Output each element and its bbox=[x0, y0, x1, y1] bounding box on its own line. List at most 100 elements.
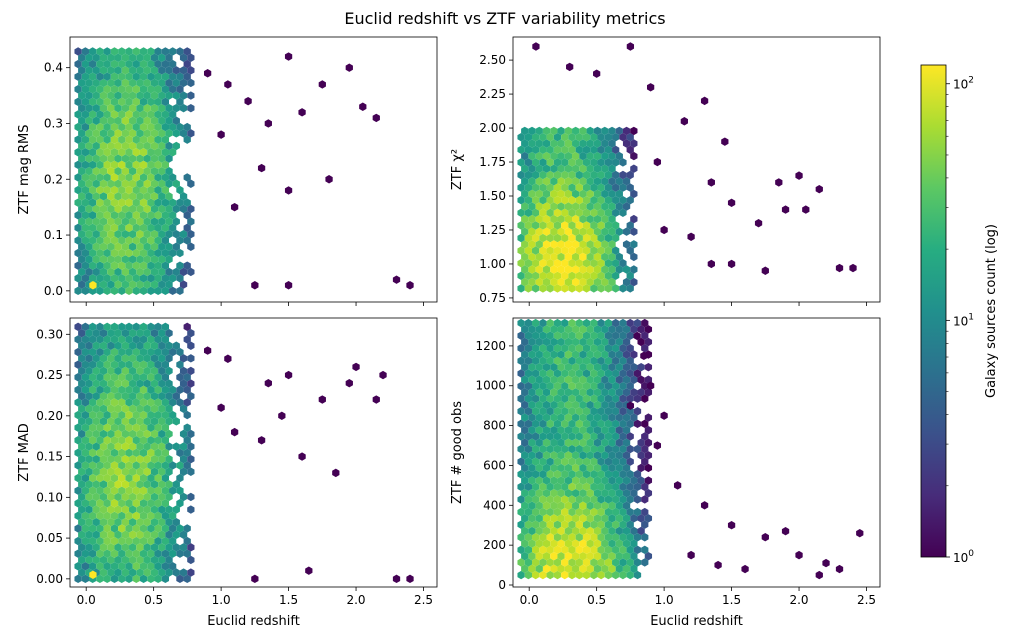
y-tick-label: 800 bbox=[483, 419, 506, 433]
hexbin-cell bbox=[78, 505, 86, 514]
hexbin-cell bbox=[532, 133, 540, 142]
hexbin-cell bbox=[125, 436, 133, 445]
hexbin-cell bbox=[136, 517, 144, 527]
hexbin-cell bbox=[110, 135, 119, 144]
hexbin-cell bbox=[622, 325, 631, 334]
hexbin-cell bbox=[161, 486, 170, 495]
hexbin-cell bbox=[575, 432, 583, 441]
hexbin-cell bbox=[572, 526, 580, 536]
hexbin-cell bbox=[81, 360, 90, 369]
hexbin-cell bbox=[535, 451, 543, 460]
hexbin-cell bbox=[590, 208, 598, 218]
hexbin-cell bbox=[601, 265, 609, 274]
hexbin-cell bbox=[546, 196, 554, 205]
y-tick-label: 0.3 bbox=[44, 116, 63, 130]
hexbin-cell bbox=[107, 141, 115, 151]
hexbin-cell bbox=[608, 177, 616, 186]
hexbin-cell bbox=[179, 229, 188, 239]
hexbin-cell bbox=[546, 158, 554, 167]
hexbin-cell bbox=[608, 240, 616, 249]
hexbin-cell bbox=[568, 482, 576, 492]
hexbin-cell bbox=[604, 170, 613, 180]
hexbin-cell bbox=[550, 425, 558, 435]
hexbin-cell bbox=[136, 379, 144, 388]
hexbin-cell bbox=[121, 154, 130, 163]
hexbin-cell bbox=[78, 179, 86, 188]
hexbin-cell bbox=[139, 360, 148, 369]
hexbin-cell bbox=[615, 325, 623, 334]
hexbin-cell bbox=[183, 211, 191, 220]
hexbin-cell bbox=[99, 568, 108, 577]
hexbin-cell bbox=[176, 236, 184, 245]
hexbin-cell bbox=[85, 103, 93, 113]
y-tick-label: 0.05 bbox=[36, 531, 63, 545]
hexbin-cell bbox=[74, 385, 82, 395]
hexbin-cell bbox=[147, 536, 155, 546]
hexbin-cell bbox=[586, 214, 594, 224]
hexbin-cell bbox=[608, 227, 616, 236]
hexbin-cell bbox=[121, 116, 130, 125]
hexbin-cell bbox=[129, 204, 137, 214]
hexbin-cell bbox=[539, 495, 547, 504]
hexbin-cell bbox=[626, 133, 634, 142]
hexbin-cell bbox=[542, 551, 551, 561]
hexbin-cell bbox=[546, 221, 554, 230]
hexbin-cell bbox=[161, 335, 170, 344]
hexbin-cell bbox=[114, 116, 122, 125]
hexbin-cell bbox=[99, 204, 108, 214]
hexbin-cell bbox=[92, 555, 100, 565]
hexbin-cell bbox=[597, 233, 605, 243]
hexbin-cell bbox=[74, 398, 82, 407]
hexbin-cell bbox=[582, 482, 591, 492]
hexbin-cell bbox=[612, 394, 620, 403]
hexbin-cell bbox=[74, 59, 82, 69]
hexbin-cell bbox=[78, 255, 86, 264]
hexbin-cell bbox=[546, 318, 554, 328]
hexbin-cell bbox=[542, 337, 551, 347]
hexbin-cell bbox=[564, 425, 573, 435]
hexbin-cell bbox=[557, 476, 565, 485]
hexbin-cell bbox=[89, 398, 97, 407]
hexbin-cell bbox=[118, 499, 126, 508]
hexbin-cell bbox=[622, 451, 631, 460]
hexbin-cell bbox=[601, 463, 609, 473]
hexbin-cell bbox=[158, 442, 166, 451]
hexbin-cell bbox=[557, 139, 565, 148]
hexbin-cell bbox=[147, 322, 155, 332]
hexbin-cell bbox=[535, 164, 543, 173]
hexbin-cell bbox=[517, 507, 525, 517]
hexbin-cell bbox=[154, 274, 162, 283]
hexbin-cell bbox=[107, 543, 115, 552]
hexbin-cell bbox=[154, 122, 162, 132]
hexbin-cell bbox=[183, 448, 191, 458]
hexbin-cell bbox=[169, 173, 177, 182]
hexbin-cell bbox=[89, 423, 97, 432]
hexbin-cell bbox=[176, 286, 184, 296]
hexbin-cell bbox=[528, 325, 536, 334]
hexbin-cell bbox=[89, 524, 97, 533]
hexbin-cell bbox=[143, 66, 151, 75]
hexbin-cell bbox=[96, 122, 104, 132]
hexbin-cell bbox=[601, 350, 609, 359]
hexbin-cell bbox=[78, 91, 86, 100]
y-tick-label: 0.4 bbox=[44, 61, 63, 75]
hexbin-cell bbox=[601, 214, 609, 224]
hexbin-cell bbox=[597, 407, 605, 416]
hexbin-cell bbox=[147, 524, 155, 533]
hexbin-cell bbox=[586, 202, 594, 211]
hexbin-cell bbox=[590, 394, 598, 403]
hexbin-cell bbox=[593, 139, 602, 148]
hexbin-cell bbox=[641, 495, 649, 504]
hexbin-cell bbox=[608, 451, 616, 460]
x-tick-label: 0.5 bbox=[144, 593, 163, 607]
hexbin-cell bbox=[107, 166, 115, 176]
hexbin-cell bbox=[626, 246, 634, 255]
hexbin-cell bbox=[107, 391, 115, 401]
hexbin-cell bbox=[169, 47, 177, 56]
hexbin-cell bbox=[143, 204, 151, 214]
hexbin-cell bbox=[586, 252, 594, 262]
hexbin-cell bbox=[579, 375, 587, 384]
hexbin-cell bbox=[132, 499, 140, 508]
hexbin-cell bbox=[81, 549, 90, 558]
hexbin-cell bbox=[125, 360, 133, 369]
